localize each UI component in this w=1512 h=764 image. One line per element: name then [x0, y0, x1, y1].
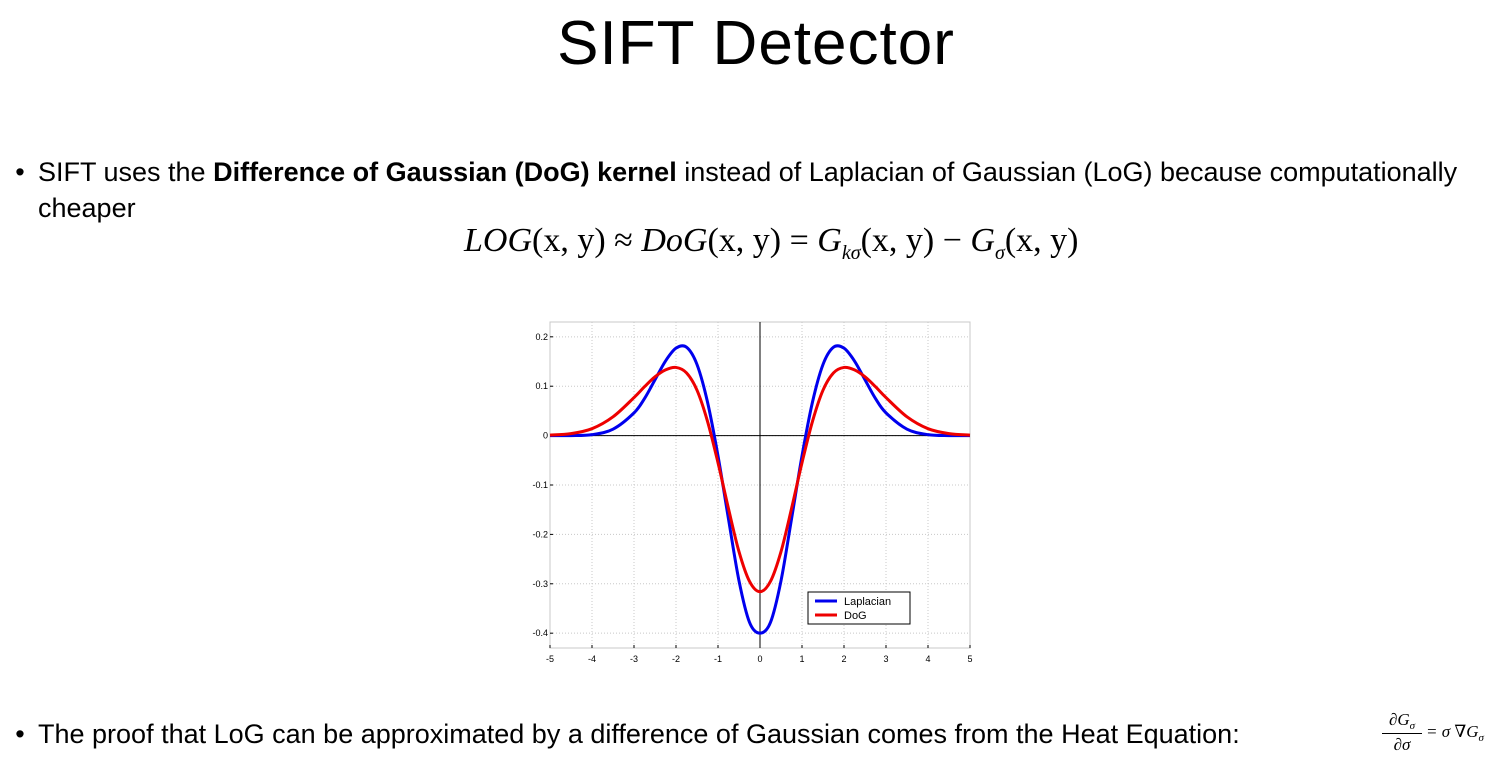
y-tick-label: -0.2 [532, 529, 548, 539]
formula-lhs: LOG [464, 222, 533, 259]
heat-eq-rhs-sub: σ [1478, 732, 1484, 744]
y-tick-label: -0.3 [532, 579, 548, 589]
formula-g1-sub: kσ [841, 242, 861, 264]
heat-eq-rhs-text: = σ ∇G [1426, 722, 1479, 741]
y-tick-label: 0.1 [535, 381, 548, 391]
x-tick-label: -4 [588, 654, 596, 664]
bullet-text-pre: SIFT uses the [38, 157, 214, 187]
x-tick-label: -2 [672, 654, 680, 664]
formula-args-2: (x, y) = [707, 222, 818, 259]
formula-g2-sub: σ [994, 242, 1005, 264]
chart-svg: -5 -4 -3 -2 -1 0 1 2 3 4 5 0.2 0.1 0 -0.1 -0.2 -0.3 -0.4 L… [532, 321, 973, 664]
y-tick-label: -0.4 [532, 628, 548, 638]
bullet-text-post: instead of Laplacian of Gaussian (LoG) b… [38, 157, 1458, 223]
bullet-dot: • [15, 157, 25, 187]
x-tick-label: 2 [841, 654, 846, 664]
log-vs-dog-chart: -5 -4 -3 -2 -1 0 1 2 3 4 5 0.2 0.1 0 -0.1 -0.2 -0.3 -0.4 L… [522, 318, 978, 674]
slide-title: SIFT Detector [557, 9, 955, 78]
formula-g2: G [970, 222, 995, 259]
y-tick-label: -0.1 [532, 480, 548, 490]
heat-equation: ∂Gσ ∂σ = σ ∇Gσ [1378, 710, 1508, 762]
x-tick-label: 4 [925, 654, 930, 664]
formula-g1: G [817, 222, 842, 259]
x-tick-label: 1 [799, 654, 804, 664]
formula-args-3: (x, y) − [860, 222, 971, 259]
fraction-bar [1382, 733, 1422, 734]
y-tick-label: 0.2 [535, 332, 548, 342]
series-line-laplacian [549, 344, 971, 635]
series-line-dog [549, 365, 971, 594]
heat-eq-numerator: ∂Gσ [1380, 710, 1424, 732]
legend-label-dog: DoG [844, 610, 867, 622]
bullet-text-bold: Difference of Gaussian (DoG) kernel [213, 157, 677, 187]
heat-eq-numerator-sub: σ [1409, 720, 1416, 732]
bullet-text: The proof that LoG can be approximated b… [38, 719, 1240, 749]
x-tick-label: -1 [714, 654, 722, 664]
legend-label-laplacian: Laplacian [844, 596, 891, 608]
formula-args-1: (x, y) ≈ [532, 222, 642, 259]
y-tick-label: 0 [543, 431, 548, 441]
formula-args-4: (x, y) [1004, 222, 1079, 259]
x-tick-label: 0 [757, 654, 762, 664]
x-tick-label: -3 [630, 654, 638, 664]
heat-eq-numerator-text: ∂G [1388, 710, 1410, 729]
x-tick-label: 3 [883, 654, 888, 664]
legend-box [807, 591, 911, 625]
bullet-text: SIFT uses the Difference of Gaussian (Do… [38, 154, 1478, 226]
x-tick-label: -5 [546, 654, 554, 664]
heat-eq-denominator: ∂σ [1393, 735, 1411, 754]
x-tick-label: 5 [967, 654, 972, 664]
bullet-dot: • [15, 719, 25, 749]
formula-dog: DoG [641, 222, 708, 259]
heat-eq-rhs: = σ ∇Gσ [1426, 722, 1484, 744]
log-dog-formula: LOG(x, y) ≈ DoG(x, y) = Gkσ(x, y) − Gσ(x… [464, 222, 1079, 265]
